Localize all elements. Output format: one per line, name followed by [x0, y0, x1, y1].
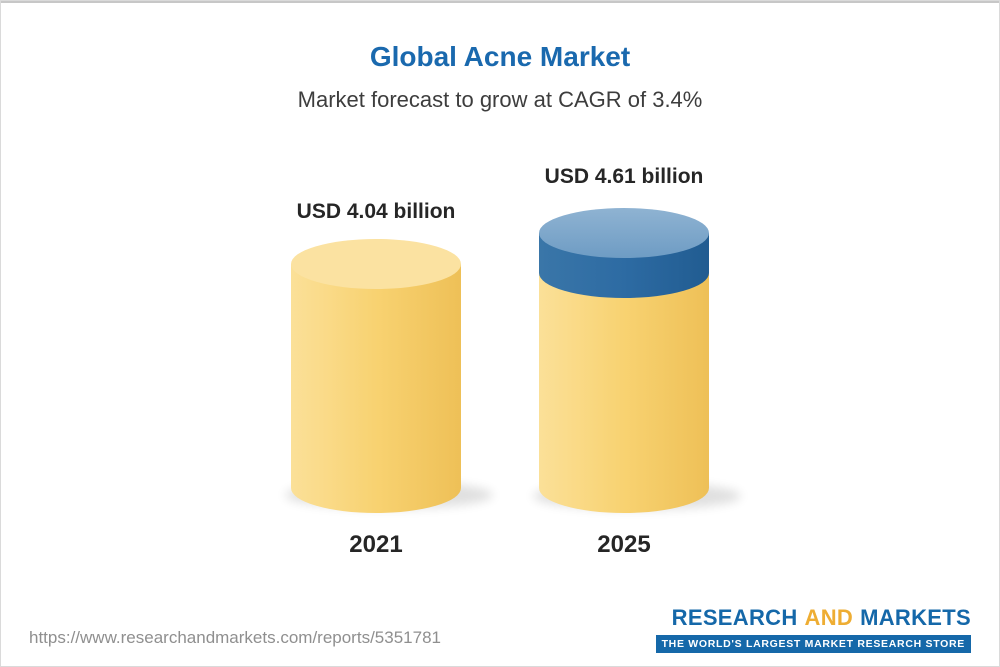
report-url: https://www.researchandmarkets.com/repor… [29, 628, 441, 647]
cylinder-2025-body [539, 273, 709, 488]
cylinder-2025 [539, 208, 709, 513]
category-label-2021: 2021 [349, 531, 403, 558]
cylinder-2021-top-face [291, 239, 461, 289]
top-border-line [1, 1, 999, 3]
cylinder-2021-body [291, 264, 461, 488]
research-and-markets-logo: RESEARCH AND MARKETS THE WORLD'S LARGEST… [655, 605, 971, 653]
logo-word-and: AND [804, 605, 854, 630]
logo-word-research: RESEARCH [671, 605, 798, 630]
value-label-2021: USD 4.04 billion [296, 200, 456, 223]
logo-tagline: THE WORLD'S LARGEST MARKET RESEARCH STOR… [655, 635, 971, 653]
cylinder-2021 [291, 239, 461, 513]
chart-subtitle: Market forecast to grow at CAGR of 3.4% [297, 87, 703, 112]
cylinder-2025-top-face [539, 208, 709, 258]
logo-word-markets: MARKETS [860, 605, 971, 630]
category-label-2025: 2025 [597, 531, 651, 558]
value-label-2025: USD 4.61 billion [544, 165, 704, 188]
chart-title: Global Acne Market [369, 41, 631, 72]
logo-wordmark: RESEARCH AND MARKETS [656, 605, 971, 631]
